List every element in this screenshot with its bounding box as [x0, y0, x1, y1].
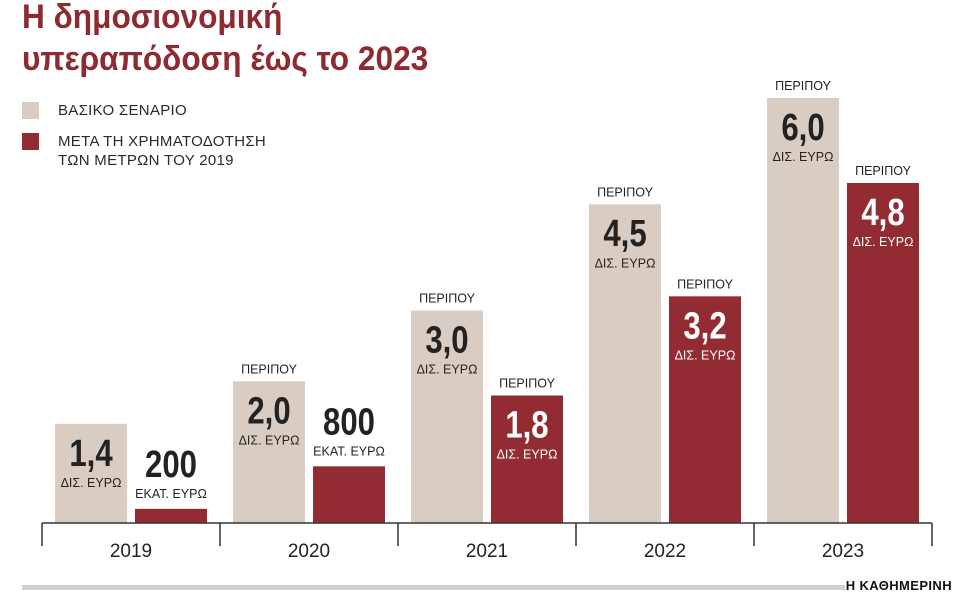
legend-item-after: ΜΕΤΑ ΤΗ ΧΡΗΜΑΤΟΔΟΤΗΣΗ ΤΩΝ ΜΕΤΡΩΝ ΤΟΥ 201… — [22, 132, 266, 170]
unit-label-0-2020: ΔΙΣ. ΕΥΡΩ — [239, 433, 300, 447]
bar-after-2020 — [313, 466, 385, 523]
approx-label-0-2023: ΠΕΡΙΠΟΥ — [775, 79, 832, 93]
x-tick-label-2020: 2020 — [288, 541, 330, 562]
bar-base-2021 — [411, 310, 483, 523]
value-label-1-2020: 800 — [323, 402, 375, 444]
title-line-2: υπεραπόδοση έως το 2023 — [22, 40, 429, 78]
x-tick-label-2023: 2023 — [822, 541, 864, 562]
footer-rule — [22, 585, 845, 590]
title-line-1: Η δημοσιονομική — [22, 0, 283, 36]
approx-label-1-2022: ΠΕΡΙΠΟΥ — [677, 277, 734, 291]
value-label-0-2022: 4,5 — [603, 213, 646, 255]
approx-label-0-2020: ΠΕΡΙΠΟΥ — [241, 362, 298, 376]
unit-label-1-2021: ΔΙΣ. ΕΥΡΩ — [497, 448, 558, 462]
legend-label-after: ΜΕΤΑ ΤΗ ΧΡΗΜΑΤΟΔΟΤΗΣΗ ΤΩΝ ΜΕΤΡΩΝ ΤΟΥ 201… — [58, 133, 267, 169]
legend-swatch-after — [22, 133, 39, 150]
value-label-1-2019: 200 — [145, 444, 197, 486]
bar-after-2019 — [135, 508, 207, 523]
approx-label-1-2023: ΠΕΡΙΠΟΥ — [855, 164, 912, 178]
legend-label-base: ΒΑΣΙΚΟ ΣΕΝΑΡΙΟ — [58, 102, 187, 119]
x-tick-label-2019: 2019 — [110, 541, 152, 562]
bar-after-2022 — [669, 296, 741, 523]
bar-base-2022 — [589, 204, 661, 523]
value-label-1-2023: 4,8 — [861, 192, 904, 234]
value-label-0-2020: 2,0 — [247, 391, 290, 433]
source-credit: Η ΚΑΘΗΜΕΡΙΝΗ — [845, 578, 952, 593]
legend-swatch-base — [22, 102, 39, 119]
value-label-1-2021: 1,8 — [505, 405, 548, 447]
approx-label-1-2021: ΠΕΡΙΠΟΥ — [499, 377, 556, 391]
unit-label-0-2021: ΔΙΣ. ΕΥΡΩ — [417, 363, 478, 377]
unit-label-1-2020: ΕΚΑΤ. ΕΥΡΩ — [313, 444, 385, 458]
bar-base-2023 — [767, 98, 839, 523]
approx-label-0-2022: ΠΕΡΙΠΟΥ — [597, 185, 654, 199]
approx-label-0-2021: ΠΕΡΙΠΟΥ — [419, 292, 476, 306]
bar-base-2019 — [55, 423, 127, 523]
x-tick-label-2022: 2022 — [644, 541, 686, 562]
unit-label-0-2022: ΔΙΣ. ΕΥΡΩ — [595, 256, 656, 270]
value-label-0-2021: 3,0 — [425, 320, 468, 362]
x-tick-label-2021: 2021 — [466, 541, 508, 562]
unit-label-1-2022: ΔΙΣ. ΕΥΡΩ — [675, 348, 736, 362]
legend-item-base: ΒΑΣΙΚΟ ΣΕΝΑΡΙΟ — [22, 101, 187, 120]
value-label-0-2019: 1,4 — [69, 433, 113, 475]
value-label-0-2023: 6,0 — [781, 107, 824, 149]
value-label-1-2022: 3,2 — [683, 306, 726, 348]
bar-base-2020 — [233, 381, 305, 523]
unit-label-0-2019: ΔΙΣ. ΕΥΡΩ — [61, 476, 122, 490]
bar-after-2021 — [491, 395, 563, 523]
unit-label-1-2023: ΔΙΣ. ΕΥΡΩ — [853, 235, 914, 249]
chart-title: Η δημοσιονομική υπεραπόδοση έως το 2023 — [22, 0, 506, 80]
unit-label-0-2023: ΔΙΣ. ΕΥΡΩ — [773, 150, 834, 164]
bar-after-2023 — [847, 183, 919, 523]
unit-label-1-2019: ΕΚΑΤ. ΕΥΡΩ — [135, 487, 207, 501]
